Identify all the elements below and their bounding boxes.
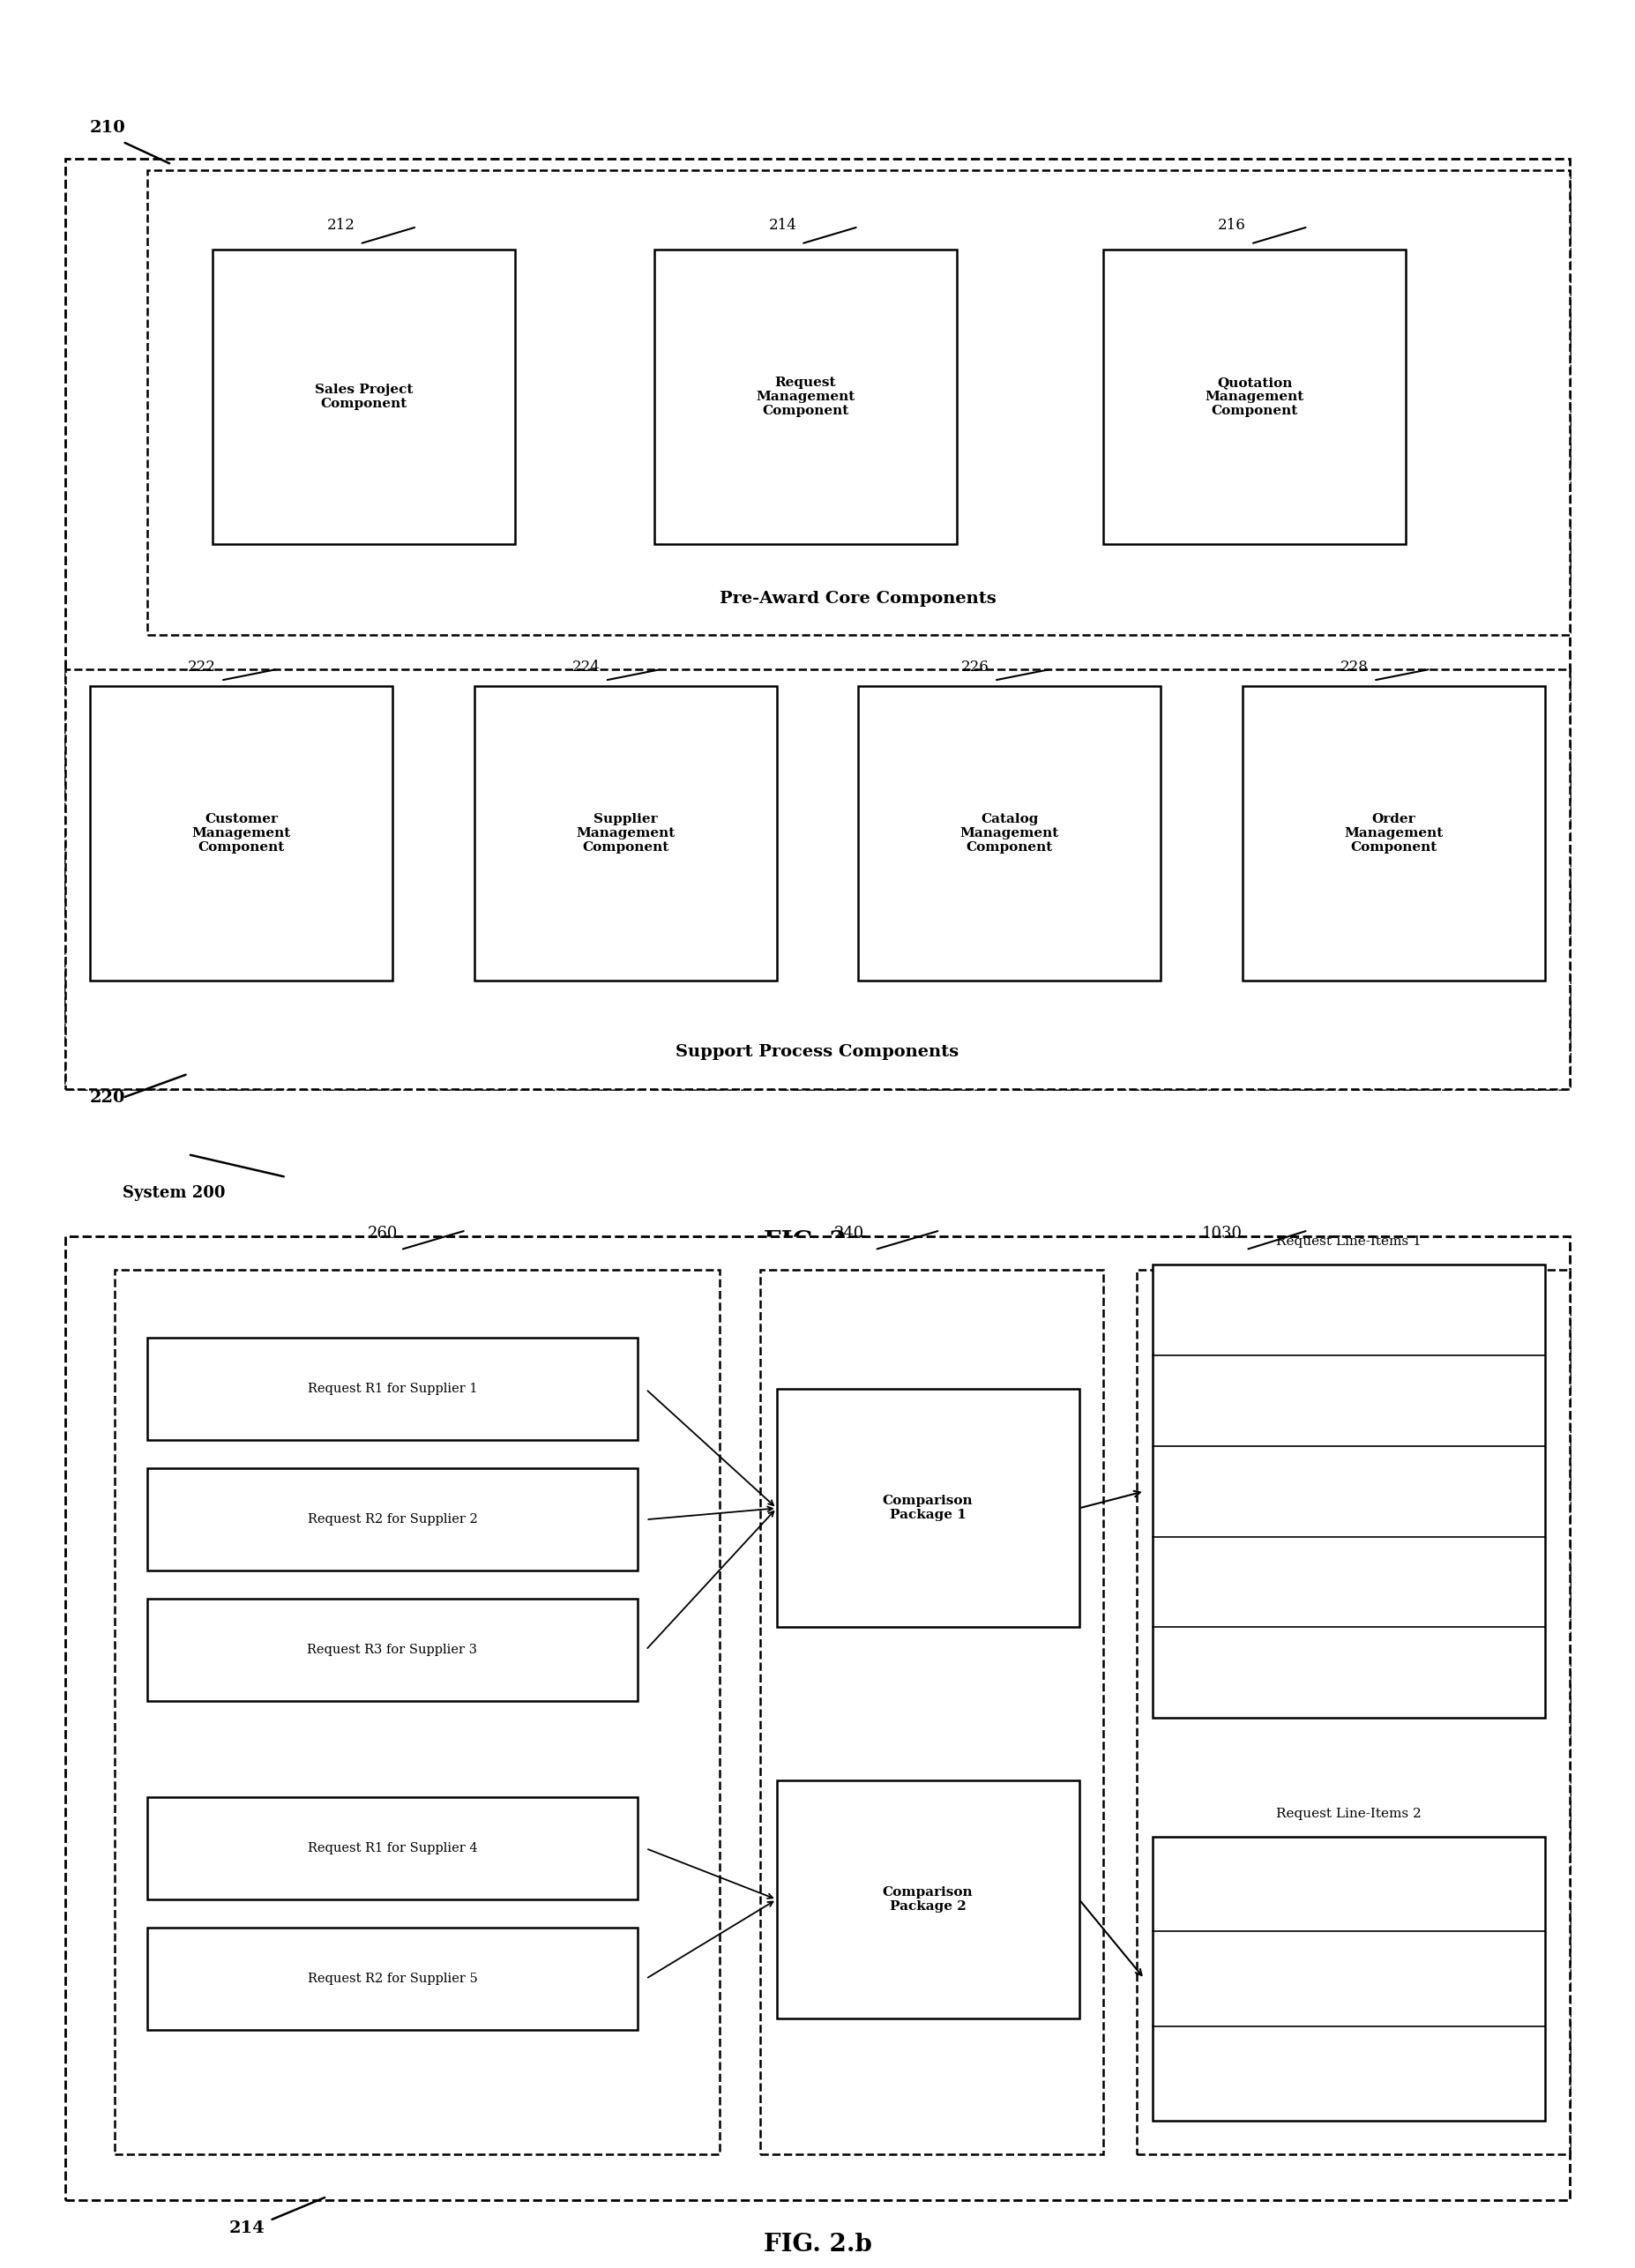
Bar [147,1928,638,2030]
Text: Catalog
Management
Component: Catalog Management Component [960,812,1059,855]
Bar [213,249,515,544]
Text: Comparison
Package 1: Comparison Package 1 [883,1495,973,1522]
Text: 210: 210 [90,120,126,136]
Bar [1104,249,1406,544]
Bar [1153,1263,1545,1719]
Text: Customer
Management
Component: Customer Management Component [191,812,291,855]
Text: 228: 228 [1341,660,1368,676]
Text: Request Line-Items 1: Request Line-Items 1 [1277,1236,1421,1247]
Bar [114,1270,719,2155]
Bar [777,1780,1079,2019]
Text: 212: 212 [327,218,355,234]
Text: Request R1 for Supplier 1: Request R1 for Supplier 1 [307,1383,477,1395]
Text: FIG. 2.b: FIG. 2.b [764,2234,871,2257]
Text: Supplier
Management
Component: Supplier Management Component [576,812,675,855]
Bar [90,685,392,980]
Bar [65,669,1570,1089]
Text: 214: 214 [229,2220,265,2236]
Bar [654,249,956,544]
Bar [147,1338,638,1440]
Bar [65,1236,1570,2200]
Text: Support Process Components: Support Process Components [675,1046,960,1061]
Bar [474,685,777,980]
Text: 240: 240 [834,1227,863,1243]
Bar [147,1470,638,1569]
Text: Request Line-Items 2: Request Line-Items 2 [1277,1808,1421,1819]
Bar [1136,1270,1570,2155]
Bar [147,1599,638,1701]
Text: 1030: 1030 [1202,1227,1243,1243]
Text: Request R1 for Supplier 4: Request R1 for Supplier 4 [307,1842,477,1855]
Text: Request
Management
Component: Request Management Component [755,376,855,417]
Bar [1153,1837,1545,2121]
Text: Comparison
Package 2: Comparison Package 2 [883,1887,973,1912]
Bar [147,170,1570,635]
Text: Quotation
Management
Component: Quotation Management Component [1205,376,1305,417]
Bar [858,685,1161,980]
Bar [777,1388,1079,1628]
Bar [147,1796,638,1901]
Text: 222: 222 [188,660,216,676]
Bar [1243,685,1545,980]
Text: 226: 226 [961,660,989,676]
Text: Request R3 for Supplier 3: Request R3 for Supplier 3 [307,1644,477,1656]
Text: Request R2 for Supplier 2: Request R2 for Supplier 2 [307,1513,477,1526]
Text: 216: 216 [1218,218,1246,234]
Bar [760,1270,1104,2155]
Text: 260: 260 [368,1227,399,1243]
Text: Sales Project
Component: Sales Project Component [314,383,414,411]
Text: 220: 220 [90,1091,126,1105]
Text: Pre-Award Core Components: Pre-Award Core Components [719,592,997,606]
Text: 224: 224 [572,660,600,676]
Text: Order
Management
Component: Order Management Component [1344,812,1444,855]
Text: Request R2 for Supplier 5: Request R2 for Supplier 5 [307,1973,477,1984]
Bar [65,159,1570,1089]
Text: 214: 214 [768,218,796,234]
Text: System 200: System 200 [123,1184,226,1200]
Text: FIG. 2.a: FIG. 2.a [764,1229,871,1254]
